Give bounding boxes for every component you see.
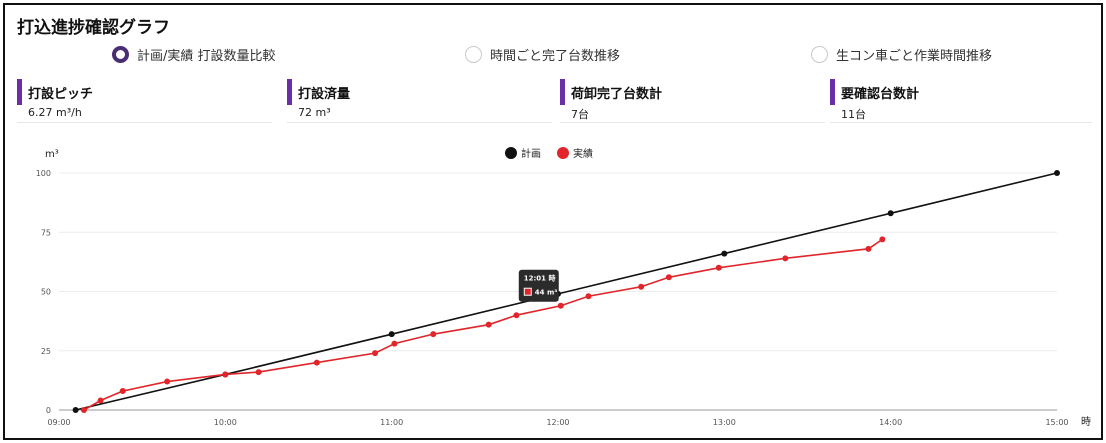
stat-unloaded-trucks: 荷卸完了台数計 7台 <box>560 75 825 123</box>
x-tick-label: 11:00 <box>380 418 403 427</box>
actual-data-point[interactable] <box>715 264 722 271</box>
tooltip-title: 12:01 時 <box>524 274 556 283</box>
actual-data-point[interactable] <box>782 255 789 262</box>
stat-value: 6.27 m³/h <box>28 106 82 119</box>
x-tick-label: 15:00 <box>1045 418 1068 427</box>
accent-bar <box>17 79 22 105</box>
actual-data-point[interactable] <box>513 312 520 319</box>
plan-data-point[interactable] <box>887 210 894 217</box>
radio-unselected-icon <box>811 46 828 63</box>
plan-data-point[interactable] <box>72 407 79 413</box>
actual-data-point[interactable] <box>164 378 171 385</box>
radio-per-truck-work-time[interactable]: 生コン車ごと作業時間推移 <box>811 45 992 64</box>
accent-bar <box>830 79 835 105</box>
page-title: 打込進捗確認グラフ <box>17 18 170 38</box>
tooltip-swatch <box>524 288 531 295</box>
stat-value: 7台 <box>571 108 589 121</box>
legend-marker <box>505 147 517 159</box>
actual-data-point[interactable] <box>119 388 126 395</box>
actual-data-point[interactable] <box>80 407 87 413</box>
radio-hourly-completed-trucks[interactable]: 時間ごと完了台数推移 <box>465 45 620 64</box>
actual-data-point[interactable] <box>585 293 592 300</box>
plan-data-point[interactable] <box>721 250 728 257</box>
actual-data-point[interactable] <box>430 331 437 338</box>
tooltip-value: 44 m³ <box>535 289 558 297</box>
radio-label: 生コン車ごと作業時間推移 <box>836 49 993 64</box>
accent-bar <box>287 79 292 105</box>
y-tick-label: 0 <box>46 406 51 415</box>
actual-data-point[interactable] <box>97 397 104 404</box>
actual-data-point[interactable] <box>557 302 564 309</box>
stat-poured-volume: 打設済量 72 m³ <box>287 75 552 123</box>
y-tick-label: 50 <box>41 288 51 297</box>
radio-plan-actual-comparison[interactable]: 計画/実績 打設数量比較 <box>112 45 276 64</box>
actual-data-point[interactable] <box>879 236 886 243</box>
x-tick-label: 13:00 <box>713 418 736 427</box>
y-tick-label: 75 <box>41 228 51 237</box>
actual-data-point[interactable] <box>313 359 320 366</box>
stat-label: 打設済量 <box>298 87 351 102</box>
actual-data-point[interactable] <box>865 245 872 252</box>
radio-label: 計画/実績 打設数量比較 <box>137 49 276 64</box>
plan-actual-line-chart: 0 25 50 75 100 09:00 10:00 11:00 12:00 13:00 14:00… <box>36 147 1091 428</box>
chart-panel: 打込進捗確認グラフ 計画/実績 打設数量比較 時間ごと完了台数推移 生コン車ごと… <box>3 3 1103 440</box>
actual-data-point[interactable] <box>485 321 492 328</box>
view-option-group: 計画/実績 打設数量比較 時間ごと完了台数推移 生コン車ごと作業時間推移 <box>5 45 1101 69</box>
plan-data-point[interactable] <box>1054 170 1060 176</box>
x-tick-label: 14:00 <box>879 418 902 427</box>
stat-label: 要確認台数計 <box>841 87 920 102</box>
radio-label: 時間ごと完了台数推移 <box>490 49 621 64</box>
y-tick-label: 25 <box>41 347 51 356</box>
radio-selected-icon <box>112 46 129 63</box>
actual-series-line <box>83 238 883 411</box>
x-tick-label: 12:00 <box>546 418 569 427</box>
legend-label: 実績 <box>573 147 593 160</box>
stat-check-required-trucks: 要確認台数計 11台 <box>830 75 1092 123</box>
actual-data-point[interactable] <box>222 371 229 378</box>
actual-data-point[interactable] <box>665 274 672 281</box>
stat-value: 11台 <box>841 108 866 121</box>
plan-data-point[interactable] <box>388 331 395 338</box>
actual-data-point[interactable] <box>255 369 262 376</box>
legend-marker <box>557 147 569 159</box>
x-axis-label: 時 <box>1081 416 1091 428</box>
stat-value: 72 m³ <box>298 106 331 119</box>
actual-data-point[interactable] <box>372 350 379 357</box>
stat-label: 打設ピッチ <box>28 87 94 102</box>
stat-label: 荷卸完了台数計 <box>571 87 663 102</box>
x-tick-label: 10:00 <box>214 418 237 427</box>
stat-pouring-pitch: 打設ピッチ 6.27 m³/h <box>17 75 272 123</box>
x-tick-label: 09:00 <box>47 418 70 427</box>
y-axis-label: m³ <box>45 149 59 160</box>
legend-label: 計画 <box>521 147 541 160</box>
y-tick-label: 100 <box>36 169 51 178</box>
radio-unselected-icon <box>465 46 482 63</box>
actual-data-point[interactable] <box>391 340 398 347</box>
accent-bar <box>560 79 565 105</box>
actual-data-point[interactable] <box>638 283 645 290</box>
